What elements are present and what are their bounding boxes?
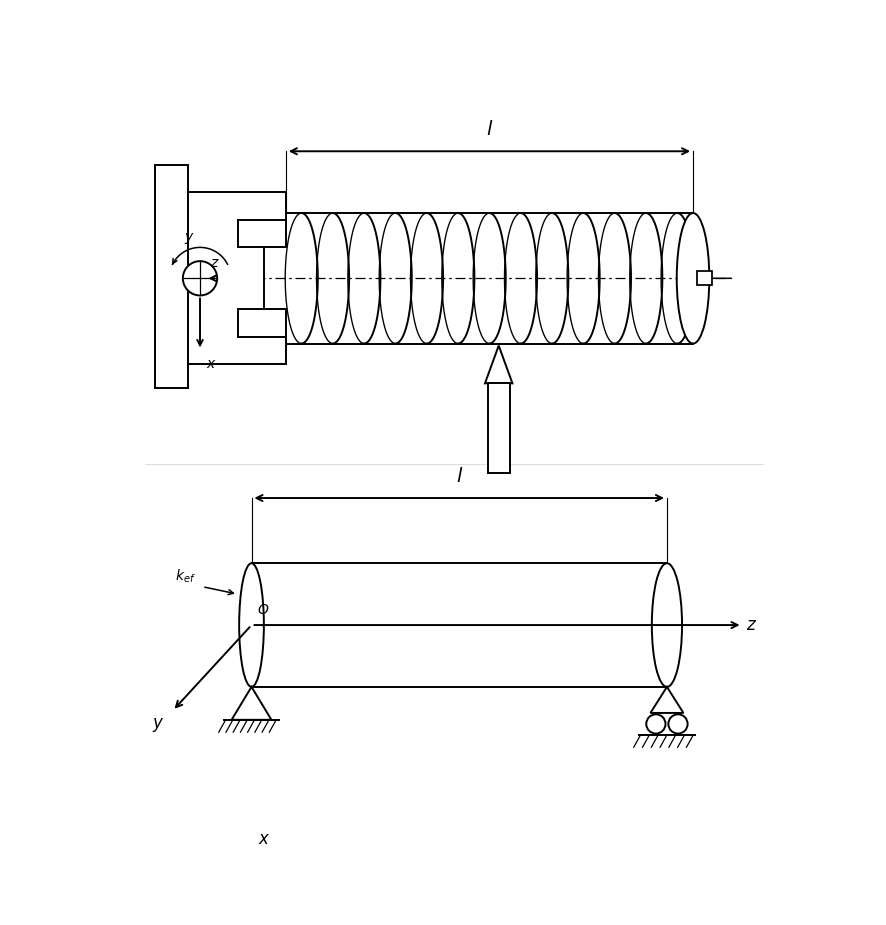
Text: $l$: $l$ [486, 120, 494, 139]
Polygon shape [155, 165, 189, 388]
Circle shape [646, 714, 665, 734]
Ellipse shape [239, 563, 264, 687]
Text: $z$: $z$ [210, 256, 220, 270]
Polygon shape [650, 687, 683, 713]
Bar [487, 383, 509, 473]
Polygon shape [485, 346, 512, 383]
Text: $z$: $z$ [746, 616, 757, 634]
Circle shape [183, 261, 217, 295]
Text: $y$: $y$ [183, 231, 195, 246]
Polygon shape [189, 192, 286, 364]
Polygon shape [231, 687, 271, 720]
Ellipse shape [677, 213, 710, 343]
Text: $O$: $O$ [257, 603, 269, 617]
Bar [697, 271, 712, 285]
Circle shape [668, 714, 688, 734]
Text: $l$: $l$ [455, 467, 462, 486]
Text: $x$: $x$ [259, 830, 271, 847]
Text: $k_{ef}$: $k_{ef}$ [175, 568, 195, 586]
Ellipse shape [652, 563, 682, 687]
Text: $y$: $y$ [152, 716, 164, 734]
Text: $x$: $x$ [206, 357, 216, 371]
